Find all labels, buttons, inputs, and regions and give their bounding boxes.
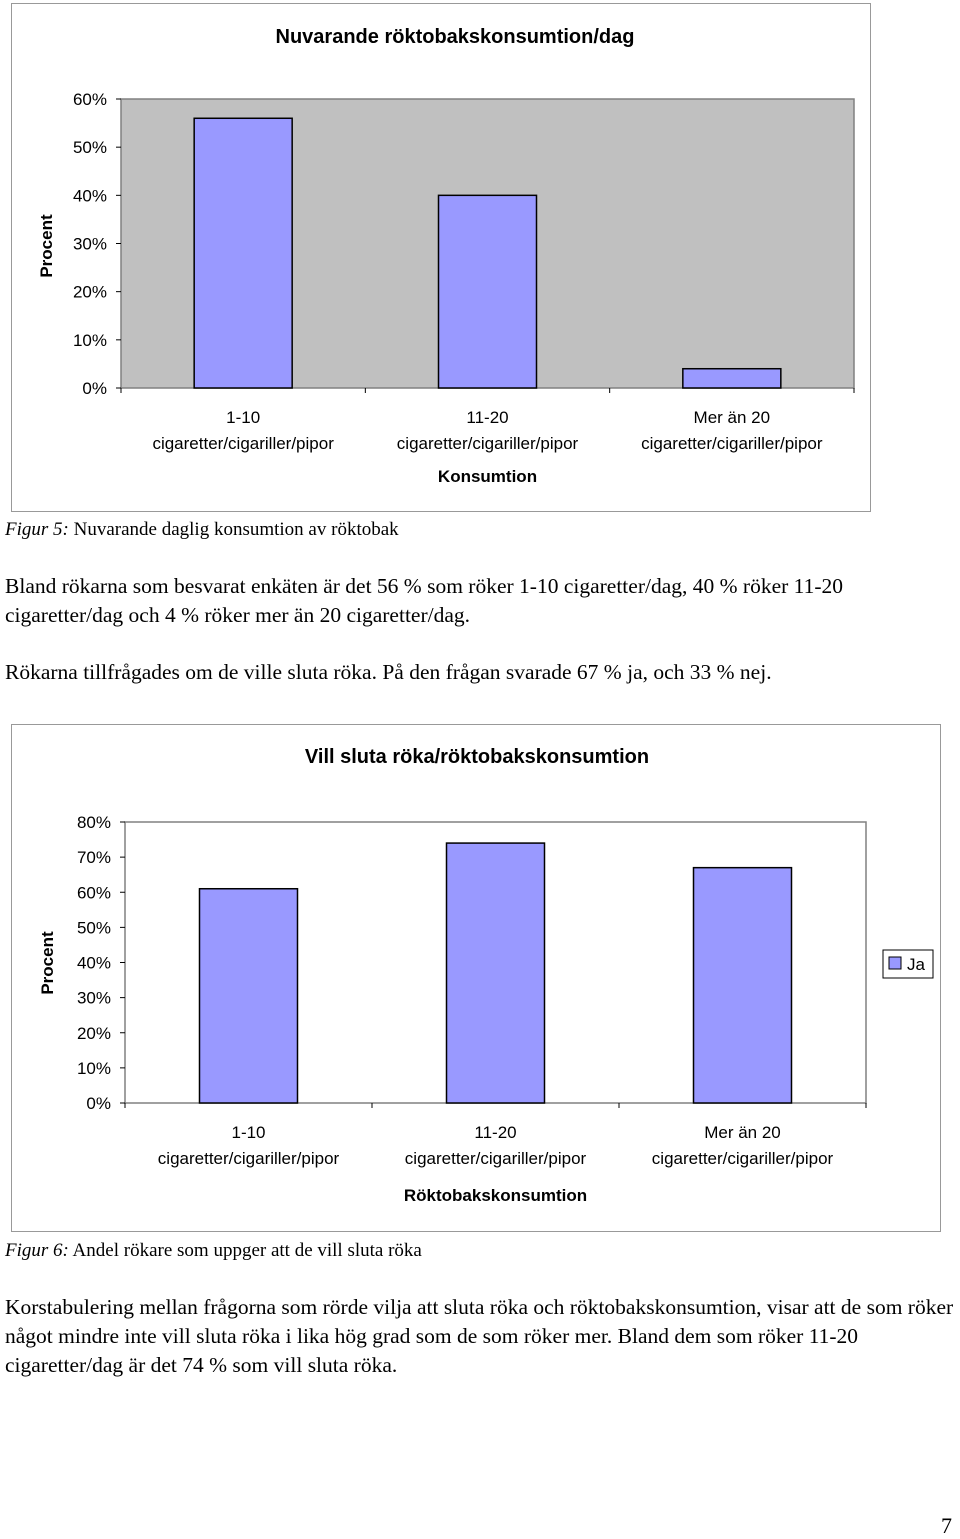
figure-6-caption: Figur 6: Andel rökare som uppger att de … [5, 1240, 422, 1262]
chart-2-svg: Vill sluta röka/röktobakskonsumtion 0% 10%… [38, 746, 934, 1205]
x-category-label: Mer än 20 [694, 408, 771, 427]
x-category-label: cigaretter/cigariller/pipor [652, 1149, 834, 1168]
x-category-label: cigaretter/cigariller/pipor [641, 434, 823, 453]
chart-1-svg: Nuvarande röktobakskonsumtion/dag 0% 10% 20… [37, 26, 855, 486]
x-category-label: cigaretter/cigariller/pipor [158, 1149, 340, 1168]
legend-label: Ja [907, 955, 926, 974]
x-category-label: cigaretter/cigariller/pipor [405, 1149, 587, 1168]
chart-2-frame: Vill sluta röka/röktobakskonsumtion 0% 10%… [11, 724, 941, 1232]
paragraph-crosstab: Korstabulering mellan frågorna som rörde… [5, 1295, 954, 1377]
x-category-label: 11-20 [474, 1123, 516, 1142]
x-category-label: 1-10 [226, 408, 260, 427]
legend-swatch [888, 956, 902, 970]
y-tick-label: 20% [73, 283, 107, 302]
x-axis-label: Röktobakskonsumtion [404, 1186, 587, 1205]
figure-5-caption: Figur 5: Nuvarande daglig konsumtion av … [5, 519, 399, 541]
bar [445, 842, 546, 1104]
paragraph-quit-question: Rökarna tillfrågades om de ville sluta r… [5, 660, 772, 684]
x-category-label: 11-20 [466, 408, 508, 427]
y-axis-label: Procent [37, 214, 56, 278]
x-category-label: cigaretter/cigariller/pipor [152, 434, 334, 453]
y-tick-label: 0% [82, 379, 107, 398]
y-tick-label: 10% [77, 1059, 111, 1078]
y-tick-label: 30% [73, 235, 107, 254]
paragraph-consumption: Bland rökarna som besvarat enkäten är de… [5, 574, 844, 627]
x-category-label: Mer än 20 [704, 1123, 781, 1142]
bar [682, 367, 782, 389]
x-axis-label: Konsumtion [438, 467, 537, 486]
y-tick-label: 60% [73, 90, 107, 109]
bar [193, 117, 293, 389]
chart-title: Vill sluta röka/röktobakskonsumtion [305, 746, 649, 768]
y-tick-label: 50% [73, 138, 107, 157]
figure-6-caption-prefix: Figur 6: [5, 1240, 69, 1261]
y-tick-label: 0% [86, 1094, 111, 1113]
bar [198, 887, 299, 1104]
y-tick-label: 50% [77, 918, 111, 937]
y-tick-label: 60% [77, 883, 111, 902]
chart-title: Nuvarande röktobakskonsumtion/dag [276, 26, 635, 48]
y-tick-label: 30% [77, 989, 111, 1008]
y-tick-label: 40% [77, 954, 111, 973]
y-tick-label: 20% [77, 1024, 111, 1043]
y-axis-label: Procent [38, 931, 57, 995]
y-tick-label: 80% [77, 813, 111, 832]
figure-6-caption-text: Andel rökare som uppger att de vill slut… [68, 1240, 422, 1261]
figure-5-caption-text: Nuvarande daglig konsumtion av röktobak [68, 519, 399, 540]
chart-1-frame: Nuvarande röktobakskonsumtion/dag 0% 10% 20… [11, 3, 871, 512]
y-tick-label: 10% [73, 331, 107, 350]
y-tick-label: 70% [77, 848, 111, 867]
x-category-label: 1-10 [231, 1123, 265, 1142]
bar [692, 866, 793, 1104]
figure-5-caption-prefix: Figur 5: [5, 519, 69, 540]
page-number: 7 [941, 1513, 952, 1538]
bar [437, 194, 538, 389]
x-category-label: cigaretter/cigariller/pipor [397, 434, 579, 453]
y-tick-label: 40% [73, 186, 107, 205]
